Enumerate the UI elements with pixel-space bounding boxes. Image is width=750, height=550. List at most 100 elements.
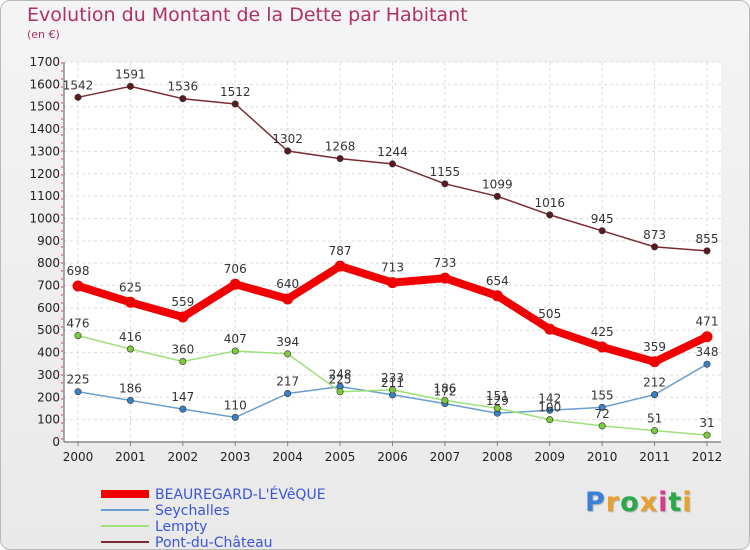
y-tick-label: 1200 xyxy=(29,167,60,181)
data-point xyxy=(651,427,659,435)
data-label: 1099 xyxy=(482,177,513,191)
y-tick-label: 500 xyxy=(37,323,60,337)
data-point xyxy=(126,396,134,404)
proxiti-logo: Proxiti xyxy=(585,487,693,518)
data-label: 248 xyxy=(329,368,352,382)
y-tick-label: 200 xyxy=(37,390,60,404)
data-label: 147 xyxy=(171,390,194,404)
y-tick-label: 700 xyxy=(37,279,60,293)
grid xyxy=(64,61,721,443)
data-label: 476 xyxy=(67,317,90,331)
x-tick-label: 2010 xyxy=(587,450,618,464)
legend-label: Lempty xyxy=(155,519,207,535)
data-label: 559 xyxy=(171,295,194,309)
x-tick-label: 2003 xyxy=(220,450,251,464)
y-tick-label: 800 xyxy=(37,256,60,270)
logo-letter: o xyxy=(620,487,640,518)
data-point xyxy=(334,260,346,272)
y-tick-label: 1300 xyxy=(29,144,60,158)
y-tick-label: 400 xyxy=(37,346,60,360)
data-point xyxy=(651,391,659,399)
data-label: 1536 xyxy=(168,80,199,94)
logo-letter: i xyxy=(682,487,693,518)
data-label: 359 xyxy=(643,340,666,354)
data-point xyxy=(596,341,608,353)
data-point xyxy=(74,332,82,340)
x-tick-label: 2004 xyxy=(272,450,303,464)
y-tick-label: 900 xyxy=(37,234,60,248)
data-point xyxy=(441,180,449,188)
data-label: 155 xyxy=(591,388,614,402)
data-label: 129 xyxy=(486,394,509,408)
data-label: 51 xyxy=(647,412,662,426)
y-tick-label: 1700 xyxy=(29,55,60,69)
data-point xyxy=(598,403,606,411)
x-tick-label: 2011 xyxy=(639,450,670,464)
data-label: 787 xyxy=(329,244,352,258)
x-tick-label: 2000 xyxy=(63,450,94,464)
data-point xyxy=(74,93,82,101)
data-label: 706 xyxy=(224,262,247,276)
data-point xyxy=(336,388,344,396)
data-point xyxy=(388,386,396,394)
data-point xyxy=(388,160,396,168)
data-label: 713 xyxy=(381,261,404,275)
data-label: 425 xyxy=(591,325,614,339)
data-point xyxy=(387,277,398,289)
data-point xyxy=(179,95,187,103)
data-point xyxy=(124,296,136,308)
data-point xyxy=(179,358,187,366)
data-label: 394 xyxy=(276,335,299,349)
data-point xyxy=(126,82,134,90)
data-label: 416 xyxy=(119,330,142,344)
data-point xyxy=(493,192,501,200)
data-point xyxy=(72,280,84,292)
data-point xyxy=(284,350,292,358)
data-label: 1542 xyxy=(63,78,94,92)
data-point xyxy=(439,272,451,284)
data-point xyxy=(441,396,449,404)
plot-area xyxy=(64,62,721,442)
x-tick-label: 2009 xyxy=(534,450,565,464)
data-label: 212 xyxy=(643,376,666,390)
data-point xyxy=(598,422,606,430)
data-label: 471 xyxy=(696,315,719,329)
data-label: 1512 xyxy=(220,85,251,99)
x-tick-label: 2006 xyxy=(377,450,408,464)
data-label: 733 xyxy=(433,256,456,270)
data-label: 625 xyxy=(119,280,142,294)
data-point xyxy=(703,247,711,255)
data-point xyxy=(336,155,344,163)
data-point xyxy=(284,147,292,155)
data-point xyxy=(231,413,239,421)
x-tick-label: 2002 xyxy=(168,450,199,464)
x-tick-label: 2012 xyxy=(692,450,723,464)
data-label: 1016 xyxy=(534,196,565,210)
data-label: 225 xyxy=(67,373,90,387)
data-point xyxy=(126,345,134,353)
data-label: 172 xyxy=(433,385,456,399)
legend-label: BEAUREGARD-L'ÉVêQUE xyxy=(155,486,326,503)
data-point xyxy=(282,293,294,305)
data-label: 225 xyxy=(329,373,352,387)
data-point xyxy=(493,404,501,412)
data-point xyxy=(703,431,711,439)
data-label: 855 xyxy=(696,232,719,246)
data-label: 360 xyxy=(171,343,194,357)
data-point xyxy=(74,388,82,396)
y-tick-label: 1400 xyxy=(29,122,60,136)
data-label: 1302 xyxy=(272,132,303,146)
data-point xyxy=(649,356,661,368)
data-point xyxy=(284,389,292,397)
data-label: 505 xyxy=(538,307,561,321)
data-label: 233 xyxy=(381,371,404,385)
legend: BEAUREGARD-L'ÉVêQUESeychallesLemptyPont-… xyxy=(101,486,326,549)
y-tick-label: 300 xyxy=(37,368,60,382)
x-tick-label: 2007 xyxy=(430,450,461,464)
data-label: 217 xyxy=(276,374,299,388)
y-tick-label: 600 xyxy=(37,301,60,315)
x-tick-label: 2008 xyxy=(482,450,513,464)
data-point xyxy=(546,211,554,219)
